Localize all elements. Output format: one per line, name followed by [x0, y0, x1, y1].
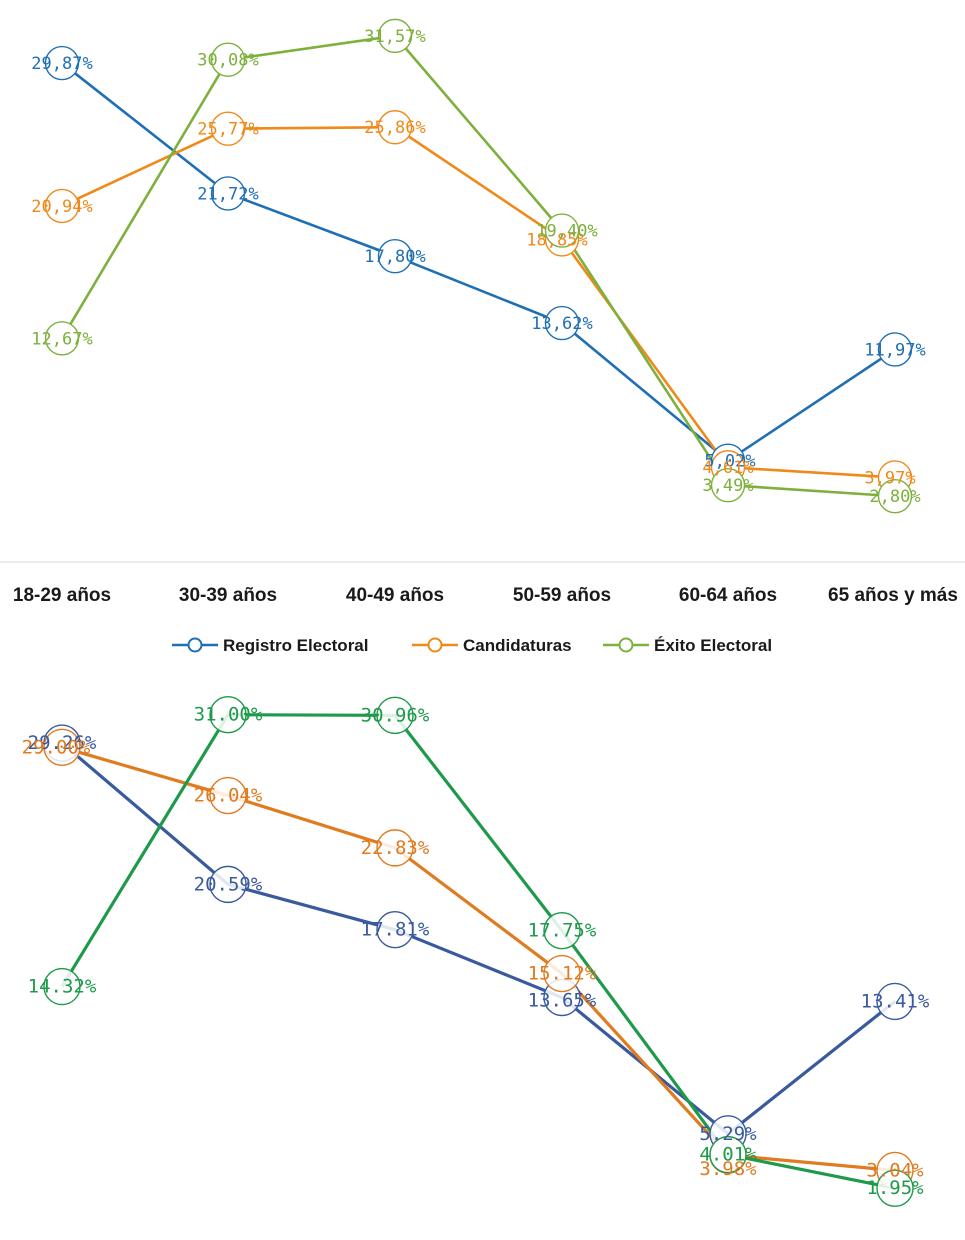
legend-marker-icon: [187, 637, 203, 653]
legend-item-registro-electoral: Registro Electoral: [172, 636, 369, 655]
chart1-marker-registro-electoral: [377, 239, 413, 274]
chart1-line-xito-electoral: [60, 34, 896, 498]
chart-top: 29,87% 21,72% 17,80% 13,62% 5,02% 11,97% 20,94…: [31, 18, 926, 514]
x-tick-label: 60-64 años: [679, 585, 777, 606]
chart1-data-label-xito-electoral: 3,49%: [702, 476, 753, 496]
chart2-marker-series-1: [376, 910, 414, 949]
chart1-data-label-registro-electoral: 13,62%: [531, 314, 592, 334]
x-tick-label: 50-59 años: [513, 585, 611, 606]
chart2-marker-series-2: [209, 776, 247, 815]
chart1-data-label-xito-electoral: 12,67%: [31, 329, 92, 349]
chart2-data-label-series-3: 31.00%: [194, 704, 263, 726]
chart1-marker-candidaturas: [377, 110, 413, 145]
chart2-data-label-series-1: 20.59%: [194, 873, 263, 895]
chart2-data-label-series-3: 14.32%: [28, 976, 97, 998]
x-tick-label: 65 años y más: [828, 585, 958, 606]
chart1-data-label-candidaturas: 3,97%: [864, 468, 915, 488]
x-tick-label: 40-49 años: [346, 585, 444, 606]
chart1-marker-registro-electoral: [877, 332, 913, 367]
chart1-data-label-registro-electoral: 21,72%: [197, 184, 258, 204]
legend-marker-icon: [618, 637, 634, 653]
chart1-data-label-candidaturas: 20,94%: [31, 197, 92, 217]
x-tick-label: 18-29 años: [13, 585, 111, 606]
chart2-data-label-series-2: 3.04%: [866, 1159, 924, 1181]
chart2-marker-series-1: [209, 865, 247, 904]
chart2-data-label-series-3: 1.95%: [866, 1177, 924, 1199]
chart1-data-label-xito-electoral: 2,80%: [869, 487, 920, 507]
legend-label: Éxito Electoral: [654, 636, 772, 655]
chart2-marker-series-3: [209, 696, 247, 734]
chart1-data-label-registro-electoral: 5,02%: [704, 452, 755, 472]
chart1-marker-xito-electoral: [710, 467, 746, 503]
chart1-line-registro-electoral: [61, 62, 896, 462]
chart-bottom: 29.26% 20.59% 17.81% 13.65% 5.29% 13.41% 29.00…: [22, 696, 930, 1207]
chart1-marker-registro-electoral: [544, 305, 580, 341]
legend-item-candidaturas: Candidaturas: [412, 636, 572, 655]
chart2-data-label-series-2: 15.12%: [528, 963, 597, 985]
chart2-data-label-series-2: 26.04%: [194, 785, 263, 807]
chart1-marker-xito-electoral: [877, 479, 913, 514]
chart2-line-series-2: [61, 745, 896, 1173]
chart1-data-label-candidaturas: 18,85%: [526, 230, 587, 250]
chart2-data-label-series-2: 22.83%: [361, 837, 430, 859]
chart1-data-label-candidaturas: 4,61%: [702, 458, 753, 478]
chart2-marker-series-3: [43, 967, 81, 1006]
chart1-line-candidaturas: [61, 125, 896, 479]
chart2-data-label-series-3: 30.96%: [361, 704, 430, 726]
chart2-marker-series-3: [376, 696, 414, 735]
chart2-data-label-series-1: 17.81%: [361, 919, 430, 941]
chart2-data-label-series-1: 13.65%: [528, 990, 597, 1012]
chart2-data-label-series-1: 5.29%: [699, 1123, 757, 1145]
chart1-data-label-registro-electoral: 17,80%: [364, 247, 425, 267]
chart2-marker-series-2: [543, 954, 581, 993]
chart1-data-label-xito-electoral: 31,57%: [364, 27, 425, 47]
chart1-data-label-registro-electoral: 11,97%: [864, 340, 925, 360]
chart1-marker-candidaturas: [44, 188, 80, 224]
legend-label: Candidaturas: [463, 636, 572, 655]
chart1-data-label-registro-electoral: 29,87%: [31, 54, 92, 74]
chart1-marker-xito-electoral: [44, 321, 80, 356]
chart2-data-label-series-1: 29.26%: [28, 732, 97, 754]
chart2-marker-series-2: [43, 728, 81, 766]
x-tick-label: 30-39 años: [179, 585, 277, 606]
chart1-marker-xito-electoral: [544, 213, 580, 248]
chart2-data-label-series-3: 17.75%: [528, 920, 597, 942]
legend-marker-icon: [427, 637, 443, 653]
chart2-data-label-series-1: 13.41%: [861, 990, 930, 1012]
legend-item-xito-electoral: Éxito Electoral: [603, 636, 772, 655]
chart2-data-label-series-2: 29.00%: [22, 736, 91, 758]
chart1-marker-candidaturas: [210, 111, 246, 146]
chart2-marker-series-2: [376, 829, 414, 867]
chart2-marker-series-3: [543, 911, 581, 950]
chart1-marker-registro-electoral: [44, 45, 80, 81]
chart1-data-label-xito-electoral: 30,08%: [197, 51, 258, 71]
chart2-marker-series-3: [876, 1169, 914, 1207]
chart1-data-label-candidaturas: 25,86%: [364, 118, 425, 138]
chart2-marker-series-3: [709, 1135, 747, 1174]
x-axis-ticks: 18-29 años 30-39 años 40-49 años 50-59 años…: [13, 585, 958, 606]
chart1-data-label-candidaturas: 25,77%: [197, 120, 258, 140]
chart2-marker-series-1: [876, 982, 914, 1021]
chart1-marker-xito-electoral: [377, 18, 413, 54]
chart2-line-series-3: [60, 713, 896, 1190]
legend: Registro Electoral Candidaturas Éxito Elec…: [172, 636, 772, 655]
chart1-marker-xito-electoral: [210, 42, 246, 77]
chart2-line-series-1: [60, 741, 896, 1136]
chart2-data-label-series-3: 4.01%: [699, 1144, 757, 1166]
legend-label: Registro Electoral: [223, 636, 369, 655]
chart1-marker-registro-electoral: [210, 176, 246, 211]
chart2-data-label-series-2: 3.98%: [699, 1158, 757, 1180]
chart1-data-label-xito-electoral: 19,40%: [536, 222, 597, 242]
